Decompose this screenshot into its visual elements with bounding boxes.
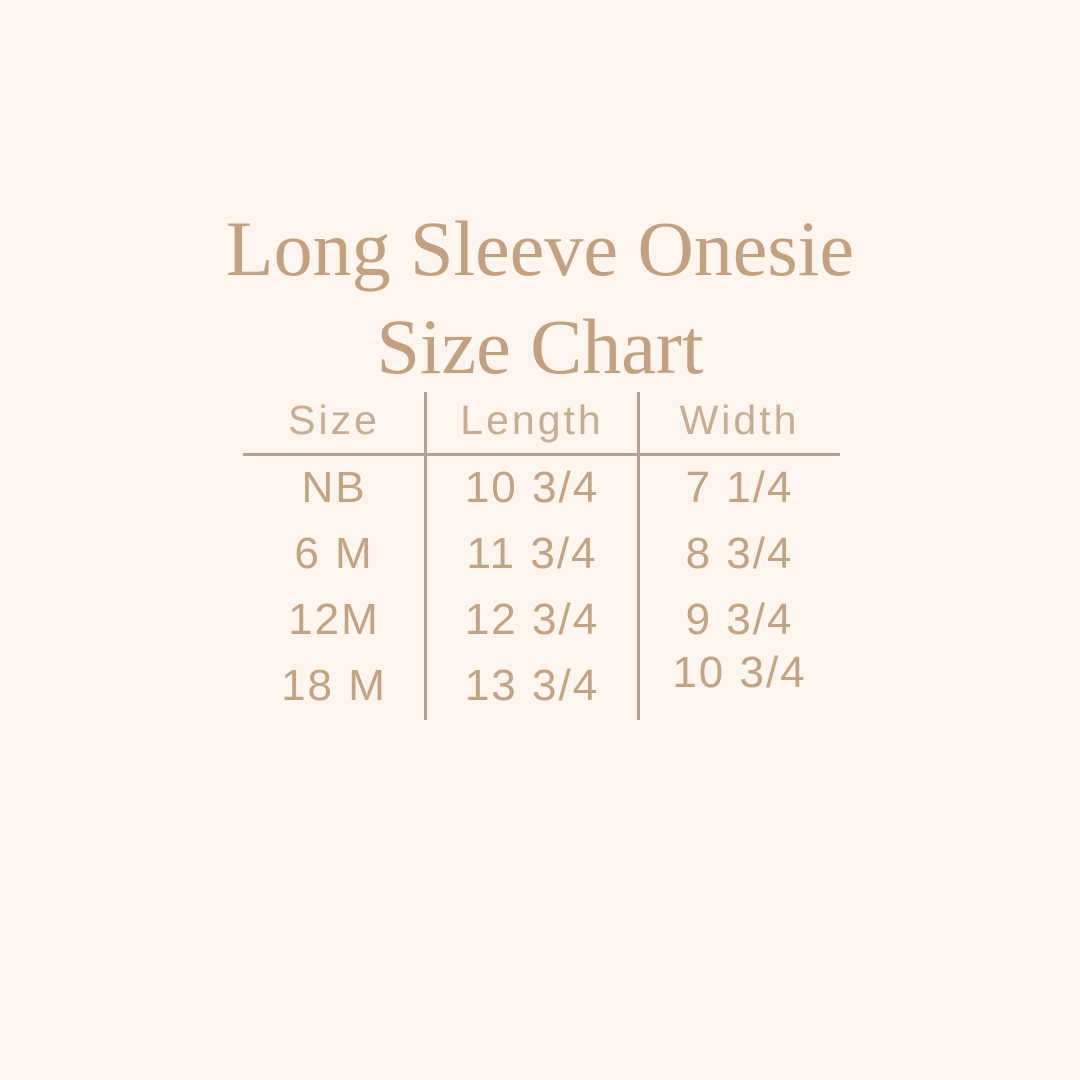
table-grid: Size Length Width NB 10 3/4 7 1/4 6 M 11…	[243, 385, 840, 719]
table-cell-length-18m: 13 3/4	[464, 661, 600, 710]
header-divider-line	[243, 453, 840, 456]
table-cell-width-12m: 9 3/4	[685, 595, 794, 644]
page-title: Long Sleeve Onesie Size Chart	[0, 200, 1080, 396]
table-cell-size-12m: 12M	[288, 595, 380, 644]
table-cell-size-nb: NB	[301, 463, 367, 512]
page-title-line-2: Size Chart	[376, 303, 704, 391]
column-divider-line-2	[637, 392, 640, 720]
column-header-width: Width	[679, 396, 800, 443]
column-header-size: Size	[288, 396, 380, 443]
column-header-length: Length	[460, 396, 604, 443]
table-cell-width-18m: 10 3/4	[672, 648, 807, 697]
table-cell-size-18m: 18 M	[281, 661, 387, 710]
column-divider-line-1	[424, 392, 427, 720]
table-cell-width-6m: 8 3/4	[685, 529, 794, 578]
size-chart-table: Size Length Width NB 10 3/4 7 1/4 6 M 11…	[243, 385, 840, 725]
table-cell-length-6m: 11 3/4	[466, 529, 598, 578]
table-cell-length-nb: 10 3/4	[464, 463, 600, 512]
table-cell-width-nb: 7 1/4	[685, 463, 794, 512]
table-cell-size-6m: 6 M	[294, 529, 374, 578]
table-cell-length-12m: 12 3/4	[464, 595, 600, 644]
page-title-line-1: Long Sleeve Onesie	[225, 205, 855, 293]
